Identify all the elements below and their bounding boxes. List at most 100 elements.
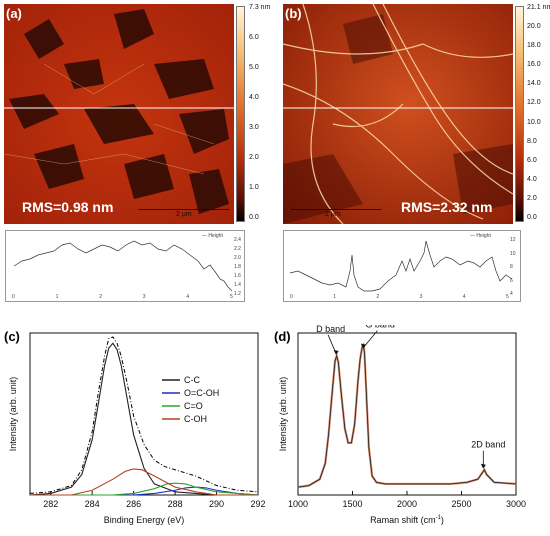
x-tick-label: 1500 — [342, 499, 362, 509]
colorbar-a — [236, 6, 245, 222]
profile-legend-label-a: Height — [208, 233, 223, 239]
x-axis-title: Binding Energy (eV) — [104, 515, 185, 525]
profile-a-y-tick: 1.4 — [234, 282, 241, 288]
scale-bar-label-a: 2 μm — [176, 211, 192, 218]
y-axis-title: Intensity (arb. unit) — [8, 377, 18, 452]
panel-c: (c) 282 284 286 288 290 292 Binding Energy (eV)… — [0, 325, 272, 531]
colorbar-a-tick: 5.0 — [249, 64, 259, 71]
x-tick-label: 2000 — [397, 499, 417, 509]
annotation-label: 2D band — [471, 440, 505, 450]
x-axis-title: Raman shift (cm-1) — [370, 515, 444, 525]
height-profile-a: — Height 2.4 2.2 2.0 1.8 1.6 1.4 1.2 0 1 2 3 4 5 — [5, 230, 245, 302]
profile-a-x-tick: 2 — [99, 294, 102, 300]
legend-label: C=O — [184, 401, 203, 411]
profile-a-x-tick: 4 — [186, 294, 190, 300]
panel-label-a: (a) — [6, 6, 22, 21]
profile-a-x-tick: 1 — [55, 294, 59, 300]
colorbar-b-tick: 8.0 — [527, 137, 537, 145]
afm-image-a: (a) RMS=0.98 nm 2 μm — [4, 4, 234, 224]
x-tick-label: 282 — [43, 499, 58, 509]
profile-a-y-tick: 1.2 — [234, 291, 241, 297]
afm-image-b: (b) RMS=2.32 nm 2 μm — [283, 4, 513, 224]
x-tick-label: 3000 — [506, 499, 526, 509]
plot-frame — [29, 332, 259, 496]
profile-legend-a: — Height — [202, 233, 223, 239]
profile-b-x-tick: 4 — [462, 294, 466, 300]
legend-label: C-C — [184, 375, 200, 385]
profile-a-y-tick: 2.2 — [234, 246, 241, 252]
legend-label: C-OH — [184, 414, 207, 424]
y-axis-title: Intensity (arb. unit) — [278, 377, 288, 452]
x-tick-label: 292 — [250, 499, 265, 509]
colorbar-b-tick: 2.0 — [527, 194, 537, 202]
x-tick-label: 290 — [209, 499, 224, 509]
colorbar-a-tick: 6.0 — [249, 34, 259, 41]
legend-label: O=C-OH — [184, 388, 219, 398]
series-line-c-o — [30, 482, 259, 496]
annotation-arrowhead — [333, 349, 339, 355]
colorbar-a-tick: 4.0 — [249, 94, 259, 101]
raman-chart: (d) 1000 1500 2000 2500 3000 Raman shift (cm-1… — [274, 320, 526, 525]
profile-b-y-tick: 6 — [510, 277, 513, 284]
profile-a-x-tick: 3 — [142, 294, 146, 300]
colorbar-b-tick: 18.0 — [527, 42, 541, 50]
x-tick-label: 286 — [126, 499, 141, 509]
profile-a-y-tick: 1.6 — [234, 273, 241, 279]
colorbar-a-tick: 3.0 — [249, 124, 259, 131]
annotation-arrowhead — [360, 343, 366, 349]
profile-trace-b — [289, 240, 513, 292]
series-line-c-oh — [30, 468, 258, 496]
profile-b-x-tick: 0 — [290, 294, 293, 300]
colorbar-b-tick: 4.0 — [527, 175, 537, 183]
profile-b-y-tick: 8 — [510, 264, 513, 270]
colorbar-b-tick: 10.0 — [527, 118, 541, 126]
profile-a-y-tick: 1.8 — [234, 264, 241, 270]
colorbar-b-tick: 21.1 nm — [527, 4, 550, 11]
xps-chart: (c) 282 284 286 288 290 292 Binding Energy (eV)… — [4, 329, 266, 525]
panel-d: (d) 1000 1500 2000 2500 3000 Raman shift (cm-1… — [272, 320, 550, 531]
colorbar-b-tick: 16.0 — [527, 61, 541, 69]
colorbar-b-tick: 0.0 — [527, 214, 537, 221]
annotation-label: D band — [316, 325, 345, 334]
annotation-arrowhead — [480, 463, 486, 469]
profile-a-x-tick: 0 — [12, 294, 15, 300]
panel-label-c: (c) — [4, 329, 20, 344]
profile-b-y-tick: 12 — [510, 237, 516, 243]
profile-a-y-tick: 2.0 — [234, 255, 241, 261]
panel-label-b: (b) — [285, 6, 302, 21]
x-tick-label: 284 — [85, 499, 100, 509]
afm-texture-b — [283, 4, 513, 224]
profile-b-y-tick: 10 — [510, 250, 516, 257]
rms-value-a: RMS=0.98 nm — [22, 199, 114, 215]
x-tick-label: 2500 — [451, 499, 471, 509]
rms-value-b: RMS=2.32 nm — [401, 199, 493, 215]
profile-b-x-tick: 1 — [333, 294, 336, 300]
scale-bar-a — [139, 209, 229, 210]
annotation-label: G band — [365, 325, 395, 330]
colorbar-b-tick: 12.0 — [527, 99, 541, 107]
profile-a-x-tick: 5 — [230, 294, 233, 300]
colorbar-b-tick: 14.0 — [527, 80, 541, 88]
envelope-line — [29, 336, 259, 494]
colorbar-b-tick: 20.0 — [527, 23, 541, 31]
colorbar-a-tick: 1.0 — [249, 184, 259, 191]
colorbar-a-tick: 2.0 — [249, 154, 259, 161]
profile-b-x-tick: 2 — [376, 294, 380, 300]
colorbar-a-tick: 0.0 — [249, 214, 259, 221]
series-line-c-c — [29, 342, 258, 496]
profile-a-y-tick: 2.4 — [234, 237, 241, 243]
profile-b-x-tick: 3 — [419, 294, 423, 300]
x-tick-label: 1000 — [288, 499, 308, 509]
scale-bar-b — [291, 209, 381, 210]
profile-trace-a — [13, 240, 233, 292]
scale-bar-label-b: 2 μm — [325, 211, 341, 218]
colorbar-a-tick: 7.3 nm — [249, 4, 271, 11]
profile-b-y-tick: 4 — [510, 291, 513, 297]
colorbar-b — [515, 6, 524, 222]
x-tick-label: 288 — [168, 499, 183, 509]
colorbar-b-tick: 6.0 — [527, 156, 537, 164]
panel-label-d: (d) — [274, 329, 291, 344]
profile-legend-label-b: Height — [476, 233, 491, 239]
profile-legend-b: — Height — [470, 233, 491, 239]
